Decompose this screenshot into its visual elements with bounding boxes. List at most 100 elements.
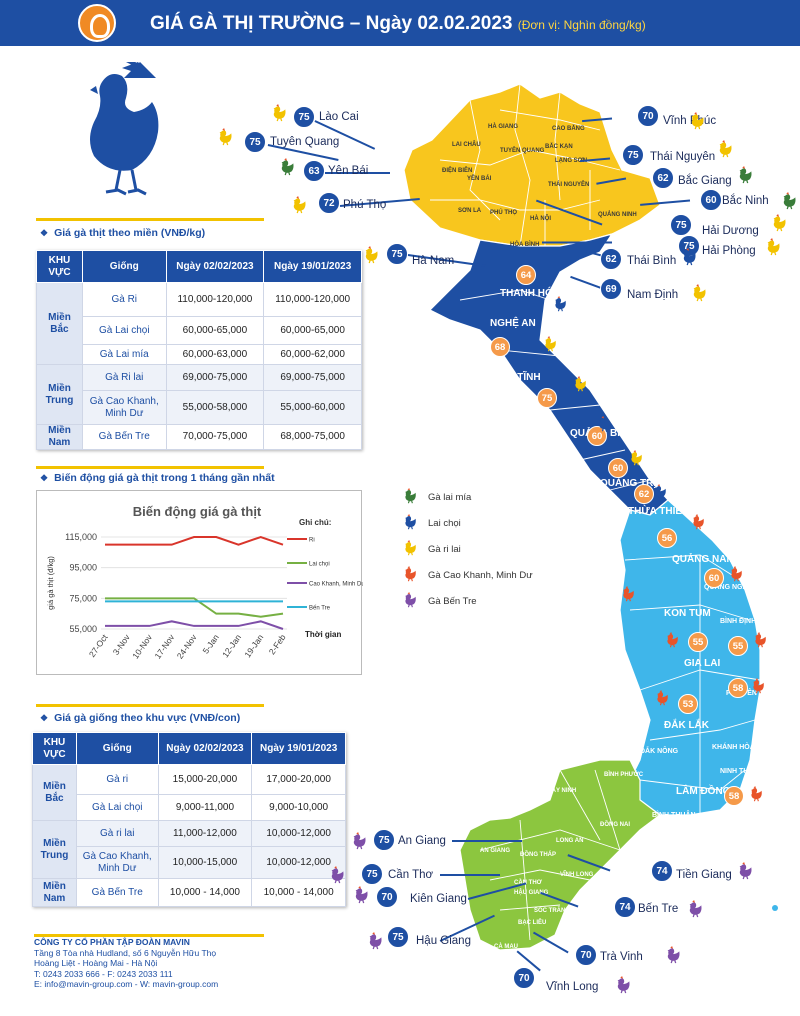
legend-label: Lai chọi: [309, 562, 330, 568]
map-region-central: [428, 232, 669, 516]
legend-label: Gà Bến Tre: [428, 596, 477, 608]
map-province-label: THÁI NGUYÊN: [548, 182, 590, 188]
legend-chicken-icon: [402, 488, 418, 507]
chicken-icon: [575, 376, 586, 392]
map-province-label: CẦN THƠ: [514, 880, 542, 886]
chicken-icon: [353, 832, 366, 850]
leader-line: [542, 242, 612, 244]
map-region-north: [403, 83, 661, 247]
province-name: Hậu Giang: [416, 935, 471, 947]
chicken-icon: [355, 886, 368, 904]
y-tick-label: 55,000: [69, 624, 97, 634]
map-province-label: ĐIỆN BIÊN: [442, 168, 473, 174]
map-province-label: BẮC KẠN: [545, 144, 573, 150]
x-tick-label: 10-Nov: [130, 632, 154, 661]
chicken-icon: [369, 932, 382, 950]
map-province-label: GIA LAI: [684, 658, 721, 669]
legend-label: Gà lai mía: [428, 492, 472, 504]
chicken-icon: [219, 128, 232, 146]
x-tick-label: 24-Nov: [175, 632, 199, 661]
chick-table-heading: ❖ Giá gà giống theo khu vực (VNĐ/con): [40, 712, 241, 724]
map-province-label: ĐẮK LẮK: [664, 720, 709, 731]
province-name: Yên Bái: [328, 165, 369, 177]
y-tick-label: 95,000: [69, 563, 97, 573]
map-province-label: ĐẮK NÔNG: [640, 748, 679, 755]
chicken-icon: [273, 104, 286, 122]
price-prev-cell: 10,000-12,000: [251, 820, 346, 847]
map-province-label: LONG AN: [556, 838, 584, 844]
map-province-label: KON TUM: [664, 608, 711, 619]
province-price-badge: 75: [387, 926, 409, 948]
chicken-icon: [739, 166, 752, 184]
province-price-badge: 75: [373, 829, 395, 851]
legend-item: Gà lai mía: [402, 488, 471, 507]
table-row: Gà Cao Khanh, Minh Dư 55,000-58,000 55,000…: [37, 390, 362, 425]
province-price-badge: 74: [651, 860, 673, 882]
leader-line: [452, 840, 522, 842]
legend-label: Lai chọi: [428, 518, 461, 530]
chicken-icon: [555, 296, 566, 312]
footer: CÔNG TY CỔ PHẦN TẬP ĐOÀN MAVIN Tầng 8 Tò…: [34, 937, 218, 990]
chicken-icon: [655, 484, 666, 500]
region-cell: Miền Bắc: [32, 764, 77, 821]
price-now-cell: 15,000-20,000: [157, 764, 253, 795]
map-price-badge: 56: [657, 528, 677, 548]
map-province-label: LẠNG SƠN: [555, 158, 588, 164]
series-line: [105, 535, 284, 546]
divider-line: [36, 466, 264, 469]
province-name: Lào Cai: [319, 111, 359, 123]
chicken-icon: [631, 450, 642, 466]
x-tick-label: 27-Oct: [87, 632, 110, 659]
price-prev-cell: 10,000 - 14,000: [251, 878, 346, 907]
chicken-icon: [751, 786, 762, 802]
map-province-label: HÀ TĨNH: [500, 372, 541, 383]
chicken-icon: [405, 514, 416, 530]
legend-chicken-icon: [402, 592, 418, 611]
legend-label: Ri: [309, 538, 315, 544]
chicken-icon: [281, 158, 294, 176]
x-tick-label: 5-Jan: [200, 632, 221, 655]
map-province-label: HÀ NỘI: [530, 216, 551, 222]
x-tick-label: 3-Nov: [111, 632, 133, 657]
price-prev-cell: 9,000-10,000: [251, 794, 346, 821]
chart-title: Biến động giá gà thịt: [133, 504, 262, 519]
breed-cell: Gà Lai chọi: [75, 794, 159, 821]
legend-item: Lai chọi: [402, 514, 461, 533]
x-tick-label: 19-Jan: [242, 632, 265, 659]
price-now-cell: 11,000-12,000: [157, 820, 253, 847]
vietnam-map: [403, 83, 778, 951]
map-province-label: BÌNH PHƯỚC: [604, 772, 644, 778]
price-prev-cell: 17,000-20,000: [251, 764, 346, 795]
price-prev-cell: 60,000-65,000: [263, 316, 362, 345]
map-price-badge: 58: [724, 786, 744, 806]
province-name: Hải Dương: [702, 225, 759, 237]
legend-chicken-icon: [402, 540, 418, 559]
map-price-badge: 62: [634, 484, 654, 504]
chicken-icon: [599, 416, 610, 432]
chicken-icon: [405, 566, 416, 582]
chicken-icon: [783, 192, 796, 210]
price-prev-cell: 60,000-62,000: [263, 344, 362, 365]
province-price-badge: 75: [670, 214, 692, 236]
table-row: Miền Bắc Gà Ri 110,000-120,000 110,000-120,…: [36, 282, 362, 365]
table-row: Gà Cao Khanh, Minh Dư 10,000-15,000 10,000…: [33, 846, 346, 879]
map-province-label: THỪA THIÊN HUẾ: [628, 506, 714, 517]
chicken-icon: [691, 112, 704, 130]
breed-cell: Gà Cao Khanh, Minh Dư: [81, 390, 167, 425]
map-price-badge: 68: [490, 337, 510, 357]
chicken-icon: [667, 632, 678, 648]
address-line: Hoàng Liệt - Hoàng Mai - Hà Nội: [34, 958, 158, 968]
column-header: Ngày 02/02/2023: [165, 250, 265, 283]
province-price-badge: 75: [386, 243, 408, 265]
province-price-badge: 70: [637, 105, 659, 127]
province-price-badge: 62: [652, 167, 674, 189]
page-title: GIÁ GÀ THỊ TRƯỜNG – Ngày 02.02.2023 (Đơn…: [150, 13, 646, 35]
table-row: Miền Trung Gà ri lai 11,000-12,000 10,000-1…: [32, 820, 346, 879]
column-header: Giống: [81, 250, 167, 283]
map-borders-north: [430, 83, 621, 247]
map-province-label: NINH THUẬN: [720, 768, 764, 775]
table-row: Miền Nam Gà Bến Tre 70,000-75,000 68,000-75…: [36, 424, 362, 450]
legend-label: Bến Tre: [309, 606, 331, 612]
map-price-badge: 55: [688, 632, 708, 652]
chicken-icon: [405, 488, 416, 504]
